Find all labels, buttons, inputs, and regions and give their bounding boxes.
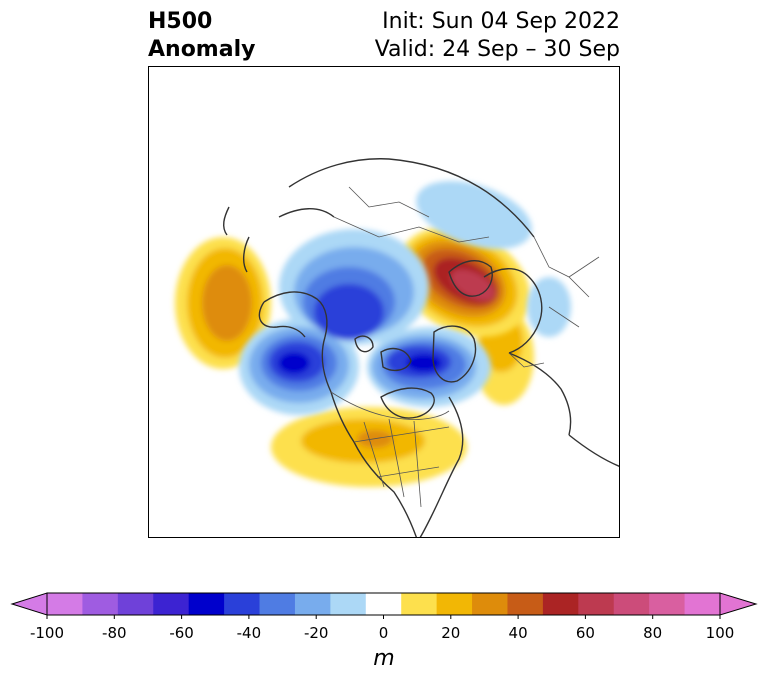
colorbar-ticks: -100 -80 -60 -40 -20 0 20 40 60 80 100 xyxy=(30,615,734,642)
colorbar-cell xyxy=(649,593,686,615)
map-canvas xyxy=(175,158,619,537)
colorbar-cell xyxy=(259,593,296,615)
valid-label: Valid: 24 Sep – 30 Sep xyxy=(374,37,620,62)
anomaly-europe-positive xyxy=(397,226,531,338)
colorbar-tick-label: -60 xyxy=(169,624,194,642)
colorbar-cell xyxy=(294,593,331,615)
colorbar-cell xyxy=(578,593,615,615)
title-line-1: H500 xyxy=(148,9,213,34)
anomaly-polar-negative xyxy=(239,229,491,415)
anomaly-usa-positive xyxy=(271,407,467,487)
political-borders xyxy=(330,186,600,508)
colorbar-cells xyxy=(10,592,758,616)
colorbar-cell xyxy=(224,593,261,615)
colorbar-cell xyxy=(153,593,190,615)
coastlines xyxy=(222,158,619,537)
colorbar-cell xyxy=(330,593,367,615)
run-info: Init: Sun 04 Sep 2022 Valid: 24 Sep – 30… xyxy=(375,8,620,64)
colorbar-cell xyxy=(436,593,473,615)
colorbar: -100 -80 -60 -40 -20 0 20 40 60 80 100 xyxy=(10,592,758,642)
colorbar-tick-label: 40 xyxy=(509,624,528,642)
colorbar-cell xyxy=(47,593,83,615)
colorbar-tick-label: 80 xyxy=(643,624,662,642)
colorbar-tick-label: -40 xyxy=(237,624,262,642)
colorbar-cell xyxy=(365,593,402,615)
colorbar-tick-label: -100 xyxy=(30,624,64,642)
colorbar-cell xyxy=(117,593,154,615)
chart-title: H500 Anomaly xyxy=(148,8,255,64)
colorbar-tick-label: -20 xyxy=(304,624,329,642)
map-panel xyxy=(148,66,620,538)
colorbar-cell xyxy=(613,593,650,615)
colorbar-extend-low xyxy=(10,592,48,616)
colorbar-tick-label: 0 xyxy=(379,624,389,642)
colorbar-cell xyxy=(472,593,508,615)
colorbar-units: m xyxy=(373,646,395,671)
colorbar-cell xyxy=(542,593,579,615)
colorbar-cell xyxy=(684,593,721,615)
colorbar-cell xyxy=(82,593,119,615)
colorbar-tick-label: 20 xyxy=(441,624,460,642)
colorbar-cell xyxy=(507,593,544,615)
title-line-2: Anomaly xyxy=(148,37,256,62)
colorbar-tick-label: 60 xyxy=(576,624,595,642)
colorbar-cell xyxy=(188,593,225,615)
colorbar-tick-label: 100 xyxy=(706,624,735,642)
colorbar-tick-label: -80 xyxy=(102,624,127,642)
colorbar-extend-high xyxy=(719,592,758,616)
init-label: Init: Sun 04 Sep 2022 xyxy=(382,9,620,34)
anomaly-pacific-positive xyxy=(175,237,271,369)
colorbar-cell xyxy=(401,593,438,615)
